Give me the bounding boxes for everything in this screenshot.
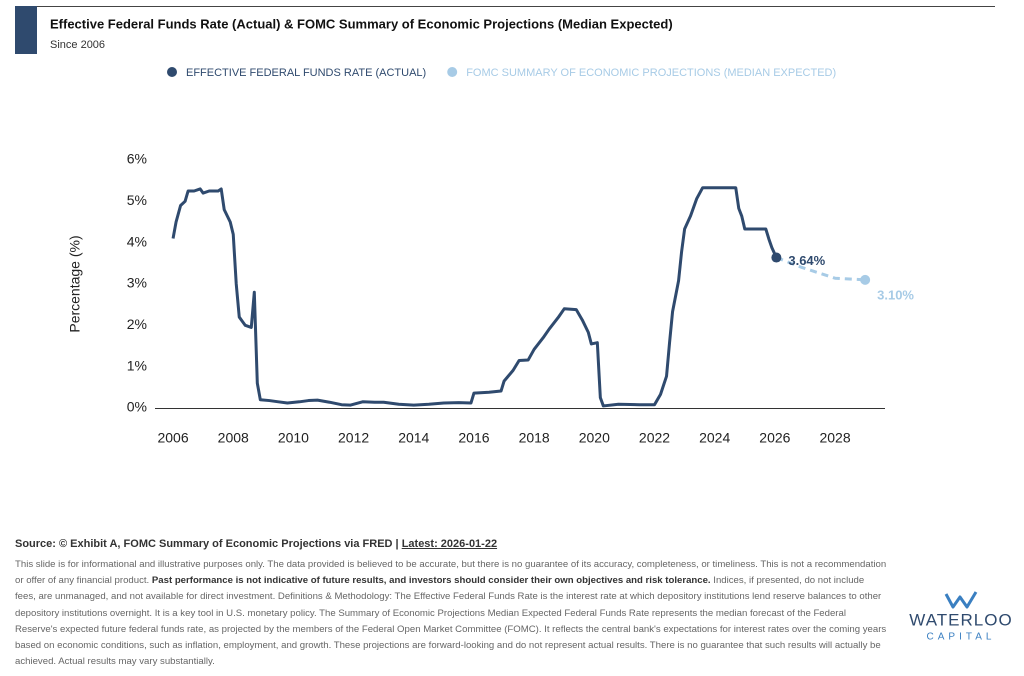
legend-marker bbox=[167, 67, 177, 77]
x-tick-label: 2028 bbox=[819, 430, 850, 446]
point-marker bbox=[860, 274, 871, 285]
disclaimer-text: This slide is for informational and illu… bbox=[15, 559, 887, 587]
source: Source: © Exhibit A, FOMC Summary of Eco… bbox=[15, 538, 497, 550]
series-line bbox=[171, 186, 778, 408]
source-text: Source: © Exhibit A, FOMC Summary of Eco… bbox=[15, 538, 399, 550]
value-label: 3.64% bbox=[788, 253, 825, 268]
y-tick-label: 5% bbox=[127, 192, 147, 208]
x-tick-label: 2024 bbox=[699, 430, 730, 446]
disclaimer-bold: Past performance is not indicative of fu… bbox=[151, 575, 711, 587]
x-tick-label: 2022 bbox=[639, 430, 670, 446]
y-tick-label: 1% bbox=[127, 357, 147, 373]
latest-date: Latest: 2026-01-22 bbox=[401, 538, 498, 550]
x-tick-label: 2006 bbox=[157, 430, 188, 446]
x-tick-label: 2016 bbox=[458, 430, 489, 446]
legend-label: FOMC SUMMARY OF ECONOMIC PROJECTIONS (ME… bbox=[466, 67, 836, 79]
legend-marker bbox=[447, 67, 458, 77]
y-tick-label: 6% bbox=[127, 151, 147, 167]
chart-title: Effective Federal Funds Rate (Actual) & … bbox=[50, 16, 673, 31]
x-tick-label: 2018 bbox=[519, 430, 550, 446]
y-tick-label: 3% bbox=[127, 275, 147, 291]
point-marker bbox=[771, 252, 782, 263]
chart: Effective Federal Funds Rate (Actual) & … bbox=[15, 6, 995, 446]
legend-label: EFFECTIVE FEDERAL FUNDS RATE (ACTUAL) bbox=[186, 67, 426, 79]
disclaimer: This slide is for informational and illu… bbox=[15, 557, 887, 670]
disclaimer-text: Indices, if presented, do not include fe… bbox=[15, 575, 887, 668]
x-tick-label: 2008 bbox=[218, 430, 249, 446]
x-tick-label: 2012 bbox=[338, 430, 369, 446]
x-tick-label: 2026 bbox=[759, 430, 790, 446]
series-line bbox=[775, 256, 866, 282]
y-axis-title: Percentage (%) bbox=[67, 235, 83, 332]
chart-subtitle: Since 2006 bbox=[50, 39, 105, 51]
x-tick-label: 2010 bbox=[278, 430, 309, 446]
x-tick-label: 2020 bbox=[579, 430, 610, 446]
logo-sub: CAPITAL bbox=[927, 632, 996, 643]
x-tick-label: 2014 bbox=[398, 430, 429, 446]
value-label: 3.10% bbox=[877, 287, 914, 302]
y-tick-label: 2% bbox=[127, 316, 147, 332]
accent-bar bbox=[15, 6, 37, 54]
y-tick-label: 0% bbox=[127, 399, 147, 415]
logo-name: WATERLOO bbox=[909, 610, 1012, 629]
y-tick-label: 4% bbox=[127, 233, 147, 249]
logo-icon bbox=[944, 591, 978, 609]
